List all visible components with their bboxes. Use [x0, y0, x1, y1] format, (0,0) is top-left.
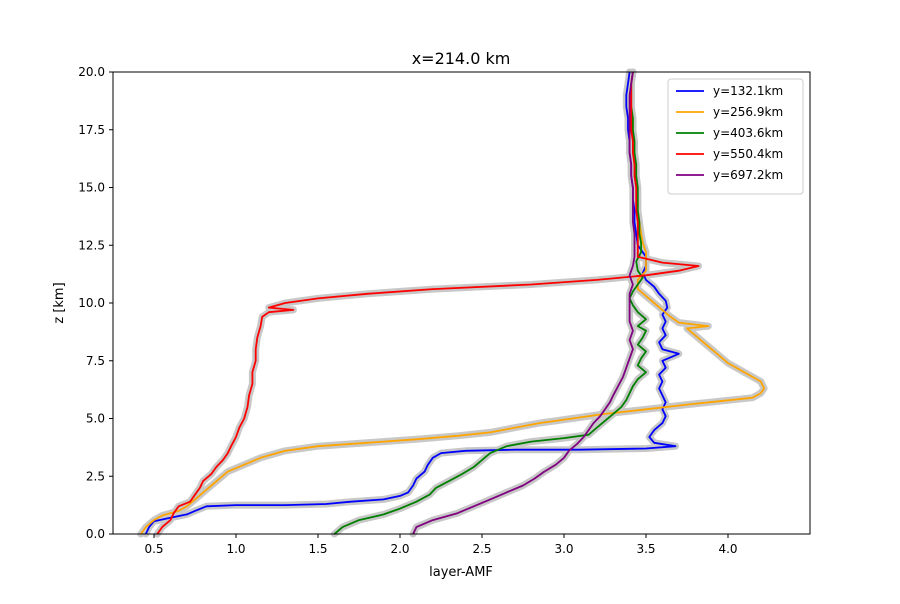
x-tick-label: 1.5 — [308, 542, 327, 556]
y-tick-label: 17.5 — [78, 123, 105, 137]
y-tick-label: 0.0 — [86, 527, 105, 541]
x-tick-label: 3.5 — [636, 542, 655, 556]
x-axis-label: layer-AMF — [429, 565, 493, 580]
series-line — [412, 71, 636, 535]
legend-box — [667, 78, 804, 195]
y-axis: 0.0 2.5 5.0 7.5 10.0 12.5 15.0 17.5 20.0 — [78, 65, 113, 541]
x-tick-label: 1.0 — [226, 542, 245, 556]
x-axis: 0.5 1.0 1.5 2.0 2.5 3.0 3.5 4.0 — [144, 534, 738, 556]
legend-entry-label: y=403.6km — [713, 126, 783, 140]
y-axis-label: z [km] — [52, 282, 67, 323]
legend: y=132.1km y=256.9km y=403.6km y=550.4km y=69… — [667, 78, 804, 195]
y-tick-label: 2.5 — [86, 469, 105, 483]
y-tick-label: 10.0 — [78, 296, 105, 310]
y-tick-label: 20.0 — [78, 65, 105, 79]
y-tick-label: 5.0 — [86, 412, 105, 426]
x-tick-label: 4.0 — [718, 542, 737, 556]
y-tick-label: 12.5 — [78, 238, 105, 252]
legend-entry-label: y=550.4km — [713, 147, 783, 161]
series-line — [156, 71, 700, 535]
legend-entry-label: y=256.9km — [713, 105, 783, 119]
legend-entry-label: y=132.1km — [713, 84, 783, 98]
y-tick-label: 15.0 — [78, 181, 105, 195]
x-tick-label: 2.5 — [472, 542, 491, 556]
legend-entry-label: y=697.2km — [713, 168, 783, 182]
x-tick-label: 0.5 — [144, 542, 163, 556]
y-tick-label: 7.5 — [86, 354, 105, 368]
x-tick-label: 3.0 — [554, 542, 573, 556]
series-line — [333, 71, 647, 535]
x-tick-label: 2.0 — [390, 542, 409, 556]
series-lines — [140, 71, 765, 535]
chart-title: x=214.0 km — [412, 49, 511, 68]
